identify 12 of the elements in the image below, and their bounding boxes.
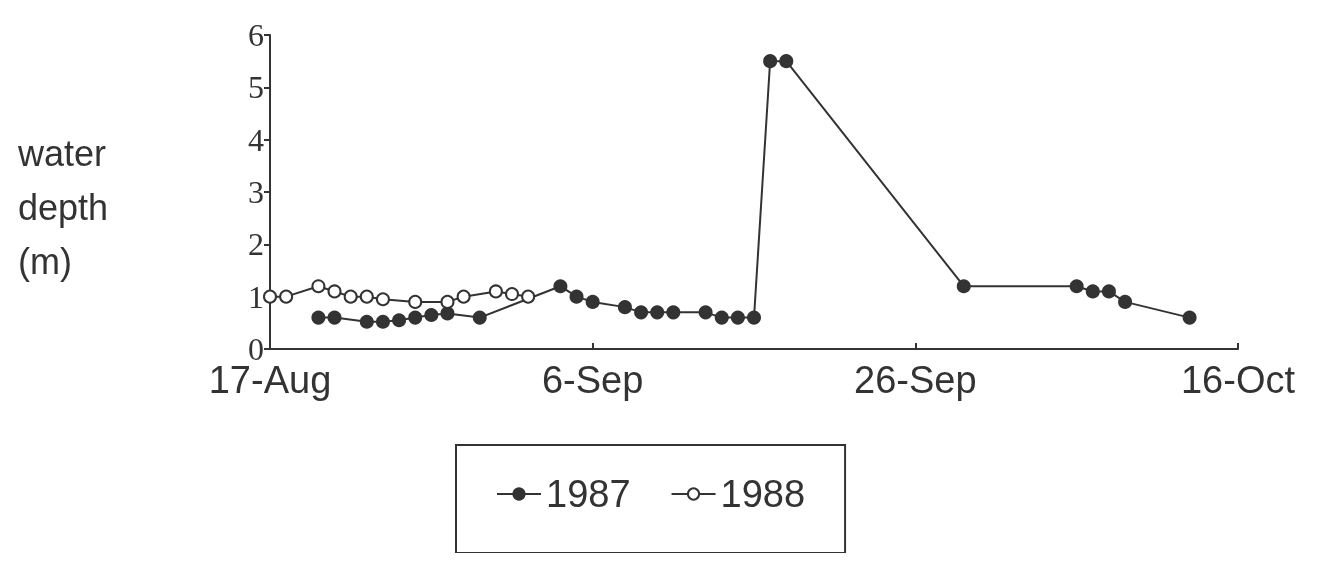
y-tick-label: 5 xyxy=(248,69,264,106)
y-tick-label: 3 xyxy=(248,174,264,210)
legend-label: 1987 xyxy=(546,473,631,515)
y-tick-label: 4 xyxy=(248,121,264,158)
x-tick-label: 6-Sep xyxy=(541,359,644,401)
y-axis-title: water depth (m) xyxy=(17,132,119,282)
y-tick-label: 6 xyxy=(248,17,264,53)
y-tick-label: 1 xyxy=(248,278,264,315)
y-tick-label: 2 xyxy=(248,226,264,263)
x-tick-label: 26-Sep xyxy=(854,359,977,401)
legend-label: 1988 xyxy=(720,473,806,515)
x-tick-label: 16-Oct xyxy=(1180,359,1296,401)
